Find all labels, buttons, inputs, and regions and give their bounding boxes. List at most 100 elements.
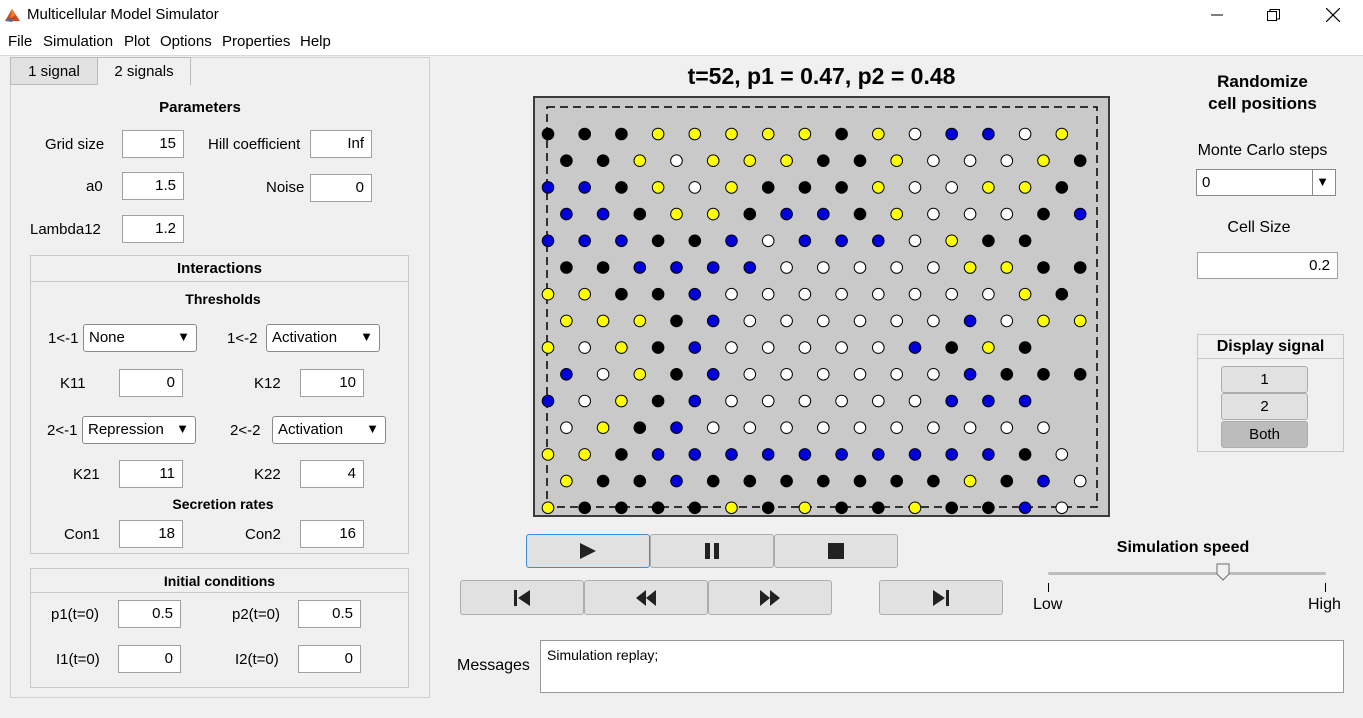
i12-select[interactable]: Activation ▼ — [266, 324, 380, 352]
grid-cell — [761, 394, 775, 408]
grid-cell — [927, 261, 940, 274]
k12-field[interactable]: 10 — [300, 369, 364, 397]
grid-cell — [725, 127, 738, 141]
menu-simulation[interactable]: Simulation — [43, 33, 114, 50]
grid-cell — [872, 501, 885, 515]
grid-cell — [890, 314, 904, 328]
grid-cell — [798, 127, 812, 141]
grid-cell — [853, 207, 867, 221]
display-signal-both-button[interactable]: Both — [1221, 421, 1308, 448]
cell-size-field[interactable]: 0.2 — [1197, 252, 1338, 279]
a0-field[interactable]: 1.5 — [122, 172, 184, 200]
k11-field[interactable]: 0 — [119, 369, 183, 397]
con1-field[interactable]: 18 — [119, 520, 183, 548]
grid-cell — [908, 341, 922, 354]
speed-slider-track[interactable] — [1048, 572, 1326, 575]
stop-button[interactable] — [774, 534, 898, 568]
grid-cell — [1037, 368, 1050, 381]
grid-cell — [706, 207, 720, 221]
grid-cell — [1018, 341, 1032, 354]
grid-cell — [651, 394, 665, 408]
i22-select[interactable]: Activation ▼ — [272, 416, 386, 444]
grid-cell — [1037, 421, 1050, 435]
tab-1-signal[interactable]: 1 signal — [10, 57, 98, 85]
menu-properties[interactable]: Properties — [222, 33, 291, 50]
grid-cell — [670, 261, 683, 274]
grid-cell — [761, 287, 775, 301]
fast-forward-button[interactable] — [708, 580, 832, 615]
grid-cell — [615, 287, 628, 301]
grid-cell — [743, 207, 757, 221]
first-frame-button[interactable] — [460, 580, 584, 615]
grid-cell — [798, 448, 812, 461]
restore-button[interactable] — [1251, 0, 1296, 30]
grid-cell — [761, 181, 775, 194]
pause-button[interactable] — [650, 534, 774, 568]
p2-field[interactable]: 0.5 — [298, 600, 361, 628]
grid-cell — [670, 421, 683, 435]
grid-cell — [872, 127, 885, 141]
interactions-divider — [31, 281, 408, 282]
grid-cell — [615, 448, 628, 461]
grid-cell — [1055, 501, 1069, 515]
grid-cell — [633, 368, 647, 381]
i21-select[interactable]: Repression ▼ — [82, 416, 196, 444]
k21-field[interactable]: 11 — [119, 460, 183, 488]
grid-cell — [633, 154, 647, 168]
grid-cell — [688, 287, 702, 301]
grid-cell — [578, 501, 592, 515]
lambda12-field[interactable]: 1.2 — [122, 215, 184, 243]
grid-cell — [872, 181, 885, 194]
minimize-icon — [1210, 14, 1223, 16]
grid-cell — [615, 181, 628, 194]
grid-cell — [1073, 474, 1087, 488]
grid-cell — [541, 127, 555, 141]
grid-cell — [798, 341, 812, 354]
i1-field[interactable]: 0 — [118, 645, 181, 673]
grid-cell — [817, 154, 830, 168]
grid-cell — [908, 234, 922, 248]
grid-cell — [890, 154, 904, 168]
grid-cell — [761, 448, 775, 461]
i2-field[interactable]: 0 — [298, 645, 361, 673]
last-frame-button[interactable] — [879, 580, 1003, 615]
minimize-button[interactable] — [1194, 0, 1239, 30]
play-button[interactable] — [526, 534, 650, 568]
monte-carlo-steps-select[interactable]: 0 ▼ — [1196, 169, 1336, 196]
menu-file[interactable]: File — [8, 33, 33, 50]
speed-high-label: High — [1308, 596, 1341, 613]
hill-coefficient-field[interactable]: Inf — [310, 130, 372, 158]
menu-plot[interactable]: Plot — [124, 33, 150, 50]
grid-cell — [1000, 421, 1014, 435]
randomize-cell-positions-button[interactable]: Randomize cell positions — [1208, 72, 1317, 113]
menu-help[interactable]: Help — [300, 33, 331, 50]
rewind-button[interactable] — [584, 580, 708, 615]
grid-cell — [615, 394, 628, 408]
speed-slider-thumb[interactable] — [1216, 563, 1230, 581]
display-signal-1-button[interactable]: 1 — [1221, 366, 1308, 393]
play-icon — [580, 543, 596, 559]
grid-cell — [1000, 261, 1014, 274]
p1-field[interactable]: 0.5 — [118, 600, 181, 628]
grid-cell — [945, 448, 959, 461]
initial-conditions-title: Initial conditions — [163, 573, 276, 589]
menu-options[interactable]: Options — [160, 33, 212, 50]
display-signal-title: Display signal — [1216, 338, 1325, 355]
tab-2-signals[interactable]: 2 signals — [97, 57, 191, 85]
i11-select[interactable]: None ▼ — [83, 324, 197, 352]
display-signal-2-button[interactable]: 2 — [1221, 393, 1308, 420]
grid-cell — [725, 341, 738, 354]
grid-cell — [963, 207, 977, 221]
con2-field[interactable]: 16 — [300, 520, 364, 548]
grid-cell — [853, 154, 867, 168]
grid-cell — [817, 368, 830, 381]
grid-size-field[interactable]: 15 — [122, 130, 184, 158]
grid-size-label: Grid size — [45, 136, 105, 153]
grid-cell — [651, 127, 665, 141]
k22-field[interactable]: 4 — [300, 460, 364, 488]
noise-field[interactable]: 0 — [310, 174, 372, 202]
grid-cell — [1055, 287, 1069, 301]
skip-to-start-icon — [514, 589, 530, 606]
close-button[interactable] — [1310, 0, 1355, 30]
messages-box[interactable]: Simulation replay; — [540, 640, 1344, 693]
